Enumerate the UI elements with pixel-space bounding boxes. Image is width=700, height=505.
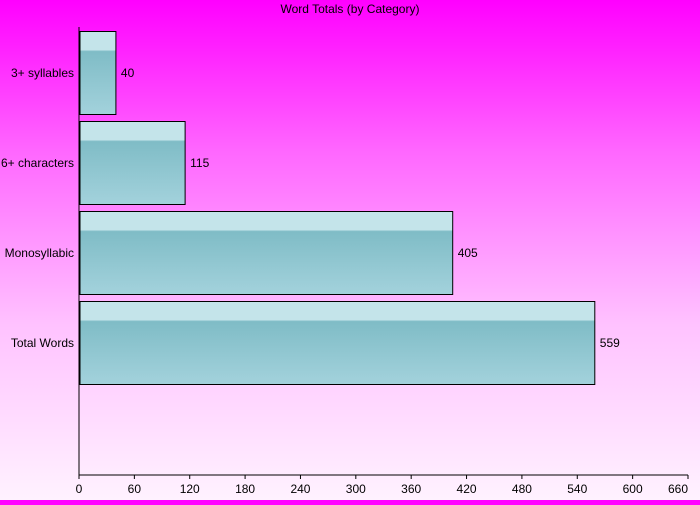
chart-title: Word Totals (by Category) bbox=[280, 2, 420, 16]
data-label-monosyllabic: 405 bbox=[458, 246, 478, 260]
x-tick-label-300: 300 bbox=[346, 482, 366, 496]
category-label-3-syllables: 3+ syllables bbox=[11, 66, 74, 80]
category-label-total-words: Total Words bbox=[11, 336, 74, 350]
bars-layer: 40 115 405 559 bbox=[79, 31, 620, 385]
bar-total-words bbox=[79, 301, 596, 385]
x-tick-label-240: 240 bbox=[290, 482, 310, 496]
x-tick-label-120: 120 bbox=[180, 482, 200, 496]
category-label-6-characters: 6+ characters bbox=[1, 156, 74, 170]
data-label-total-words: 559 bbox=[600, 336, 620, 350]
x-tick-label-540: 540 bbox=[567, 482, 587, 496]
data-label-6-characters: 115 bbox=[190, 156, 209, 170]
x-tick-label-0: 0 bbox=[76, 482, 83, 496]
x-tick-label-180: 180 bbox=[235, 482, 255, 496]
bar-monosyllabic bbox=[79, 211, 454, 295]
x-tick-label-480: 480 bbox=[512, 482, 532, 496]
bar-6-characters bbox=[79, 121, 186, 205]
axes-layer: 3+ syllables 6+ characters Monosyllabic Tot… bbox=[1, 27, 689, 496]
bar-3-syllables bbox=[79, 31, 117, 115]
x-tick-label-360: 360 bbox=[401, 482, 421, 496]
x-tick-label-420: 420 bbox=[457, 482, 477, 496]
x-tick-label-60: 60 bbox=[128, 482, 142, 496]
x-tick-label-600: 600 bbox=[623, 482, 643, 496]
x-tick-label-660: 660 bbox=[668, 482, 688, 496]
data-label-3-syllables: 40 bbox=[121, 66, 135, 80]
category-label-monosyllabic: Monosyllabic bbox=[5, 246, 74, 260]
